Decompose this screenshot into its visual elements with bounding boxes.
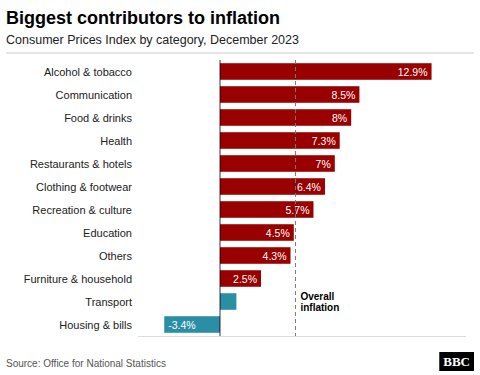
category-label: Others: [99, 250, 133, 262]
data-label: 2.5%: [233, 273, 257, 285]
data-label: 4.5%: [266, 227, 290, 239]
separator: [6, 53, 474, 54]
data-label: 5.7%: [286, 204, 310, 216]
bar: [220, 270, 261, 287]
category-label: Communication: [56, 89, 132, 101]
category-label: Restaurants & hotels: [30, 158, 133, 170]
bar: [220, 155, 335, 172]
data-label: -3.4%: [168, 319, 195, 331]
data-label: 4.3%: [263, 250, 287, 262]
category-label: Housing & bills: [59, 319, 132, 331]
data-label: 8.5%: [331, 89, 355, 101]
category-label: Health: [100, 135, 132, 147]
chart: Biggest contributors to inflation Consume…: [0, 0, 480, 375]
data-label: 7%: [316, 158, 331, 170]
bar: [220, 178, 325, 195]
bar: [220, 132, 340, 149]
bar: [164, 316, 220, 333]
zero-line: [220, 60, 221, 336]
annotation-line: Overall: [300, 291, 334, 302]
bar: [220, 201, 313, 218]
source: Source: Office for National Statistics: [6, 358, 166, 369]
subtitle: Consumer Prices Index by category, Decem…: [6, 33, 299, 47]
logo: BBC: [443, 354, 470, 369]
title: Biggest contributors to inflation: [6, 8, 280, 28]
x-range-line: [138, 336, 466, 337]
bars: [164, 63, 431, 333]
category-label: Transport: [85, 296, 132, 308]
category-label: Furniture & household: [24, 273, 132, 285]
bar: [220, 247, 291, 264]
bar: [220, 109, 351, 126]
annotation: Overallinflation: [300, 291, 339, 313]
annotation-line: inflation: [300, 302, 339, 313]
category-label: Education: [83, 227, 132, 239]
bar: [220, 86, 359, 103]
category-label: Recreation & culture: [32, 204, 132, 216]
logo-box: [439, 352, 474, 371]
bar: [220, 224, 294, 241]
data-label: 7.3%: [312, 135, 336, 147]
reference-line: [295, 60, 296, 336]
bar: [220, 63, 432, 80]
category-label: Alcohol & tobacco: [44, 66, 132, 78]
data-label: 6.4%: [297, 181, 321, 193]
category-label: Clothing & footwear: [36, 181, 132, 193]
bar: [220, 293, 236, 310]
data-label: 12.9%: [398, 66, 428, 78]
data-label: 8%: [332, 112, 347, 124]
category-label: Food & drinks: [64, 112, 132, 124]
